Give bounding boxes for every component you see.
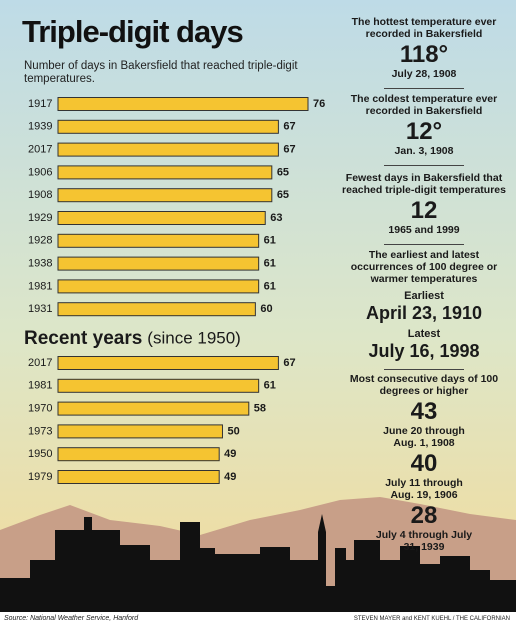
value-label: 61 <box>264 235 276 247</box>
bar <box>57 356 279 370</box>
chart-subtitle: Number of days in Bakersfield that reach… <box>24 60 298 85</box>
value-label: 76 <box>313 98 325 110</box>
bar <box>57 188 273 203</box>
value-label: 58 <box>254 403 266 415</box>
fact-consecutive: Most consecutive days of 100 degrees or … <box>337 373 511 553</box>
source: Source: National Weather Service, Hanfor… <box>4 615 139 622</box>
separator <box>384 369 464 370</box>
fact-value: July 16, 1998 <box>368 341 480 361</box>
category-label: 1906 <box>28 166 52 178</box>
value-label: 49 <box>224 471 236 483</box>
bar <box>57 378 260 393</box>
category-label: 1981 <box>28 380 52 392</box>
category-label: 1928 <box>28 235 52 247</box>
skyline <box>0 514 516 612</box>
value-label: 65 <box>277 189 289 201</box>
category-label: 1917 <box>28 98 52 110</box>
value-label: 65 <box>277 166 289 178</box>
bar <box>57 302 256 317</box>
fact-detail: 1965 and 1999 <box>388 224 460 236</box>
fact-detail: June 20 through Aug. 1, 1908 <box>383 425 465 449</box>
fact-heading: Most consecutive days of 100 degrees or … <box>349 373 499 397</box>
fact-label: Earliest <box>404 290 444 302</box>
fact-heading: Fewest days in Bakersfield that reached … <box>342 172 506 196</box>
fact-value: 43 <box>410 398 438 425</box>
fact-detail: July 28, 1908 <box>391 68 457 80</box>
fact-heading: The hottest temperature ever recorded in… <box>351 16 497 40</box>
category-label: 1970 <box>28 403 52 415</box>
value-label: 67 <box>283 357 295 369</box>
category-label: 1908 <box>28 189 52 201</box>
fact-detail: July 4 through July 31, 1939 <box>375 529 473 553</box>
fact-earliest-latest: The earliest and latest occurrences of 1… <box>337 249 511 370</box>
bar <box>57 447 220 462</box>
fact-value: 12° <box>405 118 443 145</box>
value-label: 60 <box>260 303 272 315</box>
category-label: 1950 <box>28 448 52 460</box>
bar <box>57 401 250 416</box>
fact-detail: July 11 through Aug. 19, 1906 <box>385 477 463 501</box>
chart-subtitle: (since 1950) <box>147 328 241 347</box>
category-label: 1939 <box>28 121 52 133</box>
fact-value: 118° <box>399 41 449 68</box>
fact-label: Latest <box>407 328 441 340</box>
bar <box>57 256 260 271</box>
value-label: 67 <box>283 144 295 156</box>
fact-heading: The earliest and latest occurrences of 1… <box>350 249 498 285</box>
value-label: 49 <box>224 448 236 460</box>
value-label: 61 <box>264 380 276 392</box>
footer-background <box>0 612 516 630</box>
bar <box>57 424 223 439</box>
bar <box>57 97 309 111</box>
category-label: 2017 <box>28 357 52 369</box>
value-label: 50 <box>227 425 239 437</box>
category-label: 1973 <box>28 425 52 437</box>
category-label: 2017 <box>28 144 52 156</box>
fact-hottest: The hottest temperature ever recorded in… <box>337 16 511 89</box>
category-label: 1929 <box>28 212 52 224</box>
chart-title: Recent years <box>24 328 142 349</box>
category-label: 1981 <box>28 280 52 292</box>
separator <box>384 88 464 89</box>
category-label: 1938 <box>28 258 52 270</box>
bar <box>57 470 220 484</box>
fact-coldest: The coldest temperature ever recorded in… <box>337 93 511 166</box>
fact-value: 12 <box>410 197 438 224</box>
bar <box>57 211 266 225</box>
value-label: 63 <box>270 212 282 224</box>
fact-value: 40 <box>410 450 438 477</box>
bar <box>57 233 260 248</box>
fact-heading: The coldest temperature ever recorded in… <box>350 93 498 117</box>
fact-fewest: Fewest days in Bakersfield that reached … <box>337 172 511 245</box>
separator <box>384 244 464 245</box>
bar <box>57 142 279 157</box>
credit: STEVEN MAYER and KENT KUEHL / THE CALIFO… <box>353 616 510 622</box>
fact-value: April 23, 1910 <box>365 303 483 323</box>
bar <box>57 165 273 180</box>
bar <box>57 119 279 134</box>
separator <box>384 165 464 166</box>
bar <box>57 279 260 294</box>
value-label: 61 <box>264 258 276 270</box>
category-label: 1931 <box>28 303 52 315</box>
fact-detail: Jan. 3, 1908 <box>394 145 454 157</box>
category-label: 1979 <box>28 471 52 483</box>
value-label: 67 <box>283 121 295 133</box>
fact-value: 28 <box>410 502 438 529</box>
value-label: 61 <box>264 280 276 292</box>
chart-title: Triple-digit days <box>22 14 244 49</box>
